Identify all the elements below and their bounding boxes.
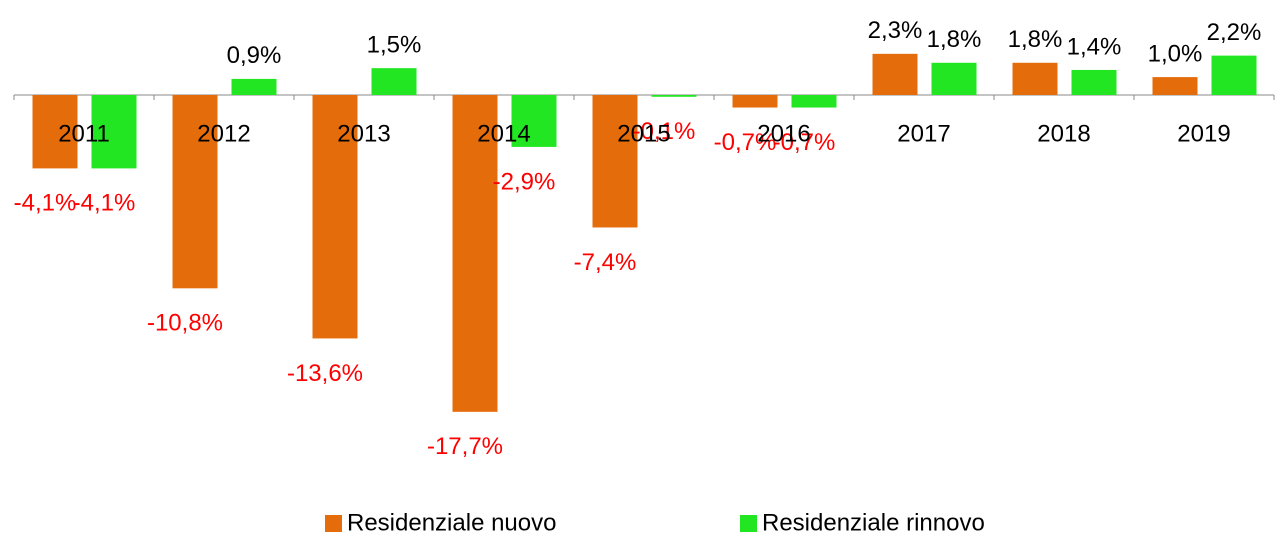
value-label: 1,0%: [1148, 40, 1203, 67]
value-label: 0,9%: [227, 42, 282, 69]
x-tick-label: 2015: [617, 120, 670, 147]
bar: [452, 95, 498, 412]
legend-swatch: [740, 515, 757, 532]
bar: [732, 95, 778, 108]
bar: [1211, 55, 1257, 95]
value-label: -17,7%: [427, 433, 503, 460]
value-label: 1,8%: [927, 26, 982, 53]
value-label: 1,8%: [1008, 26, 1063, 53]
bar: [651, 95, 697, 97]
bar: [1152, 77, 1198, 95]
value-label: -7,4%: [574, 249, 637, 276]
value-label: -10,8%: [147, 310, 223, 337]
x-tick-label: 2017: [897, 120, 950, 147]
value-label: -4,1%: [14, 190, 77, 217]
bar: [172, 95, 218, 289]
value-label: -4,1%: [73, 190, 136, 217]
value-label: -0,7%: [714, 129, 777, 156]
value-label: 2,2%: [1207, 19, 1262, 46]
value-label: -2,9%: [493, 168, 556, 195]
value-label: 2,3%: [868, 17, 923, 44]
x-tick-label: 2013: [337, 120, 390, 147]
x-tick-label: 2014: [477, 120, 530, 147]
value-label: 1,5%: [367, 31, 422, 58]
bar: [931, 62, 977, 95]
value-label: -13,6%: [287, 360, 363, 387]
bar: [592, 95, 638, 228]
value-label: -0,7%: [773, 129, 836, 156]
x-tick-label: 2018: [1037, 120, 1090, 147]
x-tick-label: 2012: [197, 120, 250, 147]
bar: [312, 95, 358, 339]
legend-swatch: [325, 515, 342, 532]
bar: [231, 78, 277, 95]
bar: [1071, 69, 1117, 95]
x-tick-label: 2019: [1177, 120, 1230, 147]
value-label: 1,4%: [1067, 33, 1122, 60]
bar: [872, 53, 918, 95]
bar: [32, 95, 78, 169]
value-label: -0,1%: [633, 118, 696, 145]
x-tick-label: 2016: [757, 120, 810, 147]
legend-label: Residenziale rinnovo: [762, 509, 985, 536]
bar: [791, 95, 837, 108]
bar: [371, 68, 417, 95]
bar: [511, 95, 557, 147]
bar: [91, 95, 137, 169]
bar: [1012, 62, 1058, 95]
legend-label: Residenziale nuovo: [347, 509, 556, 536]
x-tick-label: 2011: [58, 120, 110, 147]
